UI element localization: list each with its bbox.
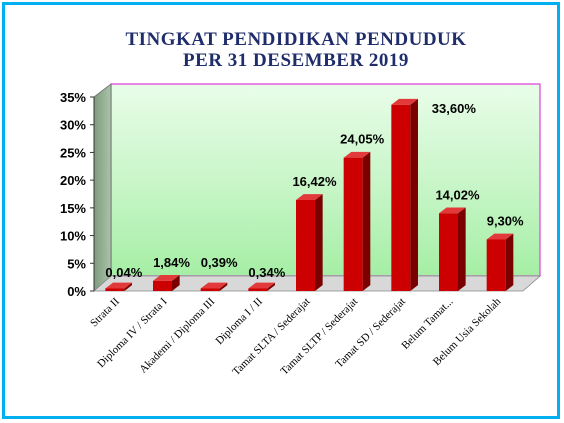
data-label: 16,42% [292, 174, 337, 189]
bar-side [362, 151, 371, 291]
bar [439, 207, 466, 291]
bar [200, 282, 228, 291]
data-label: 0,04% [105, 265, 142, 280]
y-axis: 0% 5% 10% 15% 20% 25% 30% 35% [60, 90, 94, 299]
bar [391, 98, 418, 291]
bar-front [439, 213, 458, 291]
bar-top [296, 194, 323, 200]
bar [343, 151, 371, 291]
bar-side [410, 98, 418, 291]
bar-front [296, 199, 315, 291]
bar [486, 233, 514, 291]
bar-top [486, 233, 514, 240]
y-tick-label: 20% [60, 173, 86, 188]
plot-side-wall [93, 83, 112, 292]
chart-title-line2: PER 31 DESEMBER 2019 [183, 50, 409, 71]
bar [153, 274, 180, 291]
x-tick-label: Strata II [88, 295, 122, 329]
chart-title-line1: TINGKAT PENDIDIKAN PENDUDUK [125, 29, 466, 50]
bar-side [219, 282, 228, 291]
bar-side [267, 282, 275, 291]
bar-side [124, 282, 132, 291]
y-tick-label: 5% [67, 256, 86, 271]
bar-top [439, 207, 466, 214]
y-tick-label: 10% [60, 229, 86, 244]
bar-front [343, 157, 363, 291]
bars-group [105, 98, 514, 291]
y-tick-label: 15% [60, 201, 86, 216]
data-labels-group: 0,04% 1,84% 0,39% 0,34% 16,42% 24,05% 33,60% 14… [105, 101, 524, 280]
bar [248, 282, 275, 291]
data-label: 0,34% [248, 265, 285, 280]
data-label: 14,02% [435, 187, 480, 202]
data-label: 33,60% [432, 101, 477, 116]
bar-top [391, 98, 418, 105]
bar-front [391, 104, 411, 291]
bar [105, 282, 132, 291]
data-label: 1,84% [153, 255, 190, 270]
data-label: 9,30% [487, 213, 524, 228]
data-label: 0,39% [201, 255, 238, 270]
bar-side [172, 274, 180, 291]
bar-side [505, 233, 514, 291]
bar-front [153, 280, 172, 291]
bar-front [105, 288, 125, 291]
bar-top [248, 282, 275, 289]
bar-side [315, 194, 323, 291]
bar-front [200, 288, 220, 291]
bar-front [486, 239, 506, 291]
y-tick-label: 25% [60, 145, 86, 160]
bar-top [153, 274, 180, 281]
bar [296, 194, 323, 291]
y-tick-label: 0% [67, 284, 86, 299]
bar-side [458, 207, 466, 291]
bar-top [200, 282, 228, 289]
y-tick-label: 30% [60, 118, 86, 133]
y-tick-label: 35% [60, 90, 86, 105]
data-label: 24,05% [340, 132, 385, 147]
x-tick-label: Tamat SLTA / Sederajat [230, 296, 312, 378]
x-tick-label: Diploma I / II [213, 295, 265, 347]
bar-front [248, 288, 268, 291]
bar-top [343, 151, 371, 158]
bar-top [105, 282, 132, 289]
